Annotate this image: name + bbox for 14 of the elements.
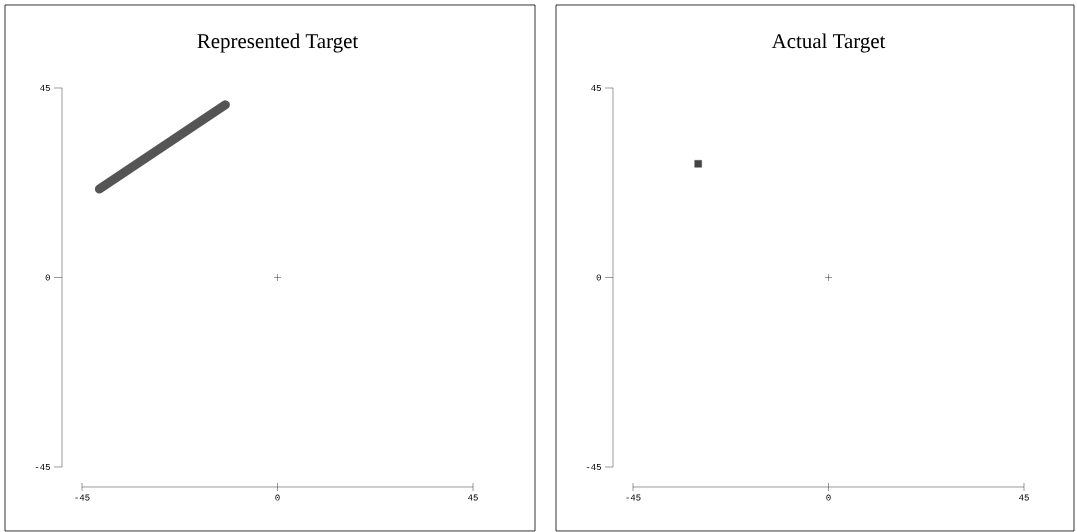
y-tick-label: 45 bbox=[591, 84, 601, 91]
x-tick-label: -45 bbox=[75, 494, 90, 501]
y-tick-label: -45 bbox=[35, 463, 50, 470]
y-tick-label: -45 bbox=[586, 463, 601, 470]
chart-title: Represented Target bbox=[197, 33, 359, 53]
x-tick-label: 0 bbox=[275, 494, 280, 501]
x-tick-label: 45 bbox=[468, 494, 478, 501]
y-tick-label: 0 bbox=[596, 274, 601, 281]
x-tick-label: -45 bbox=[626, 494, 641, 501]
x-tick-label: 45 bbox=[1019, 494, 1029, 501]
y-tick-label: 0 bbox=[45, 274, 50, 281]
y-tick-label: 45 bbox=[40, 84, 50, 91]
chart-title: Actual Target bbox=[771, 33, 886, 53]
x-tick-label: 0 bbox=[826, 494, 831, 501]
